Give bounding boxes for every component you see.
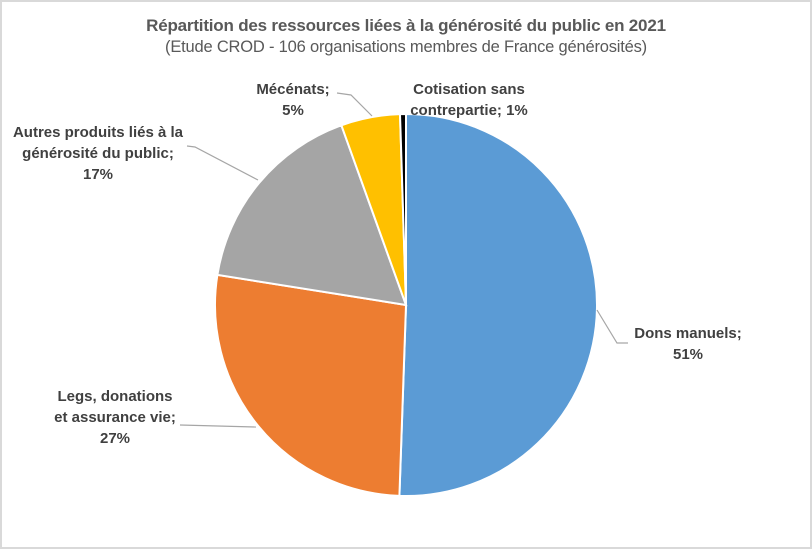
slice-cotisation (398, 112, 407, 306)
label-value: 17% (82, 166, 114, 183)
label-autres-produits: Autres produits liés à la générosité du … (8, 122, 188, 185)
label-text: générosité du public; (22, 145, 174, 162)
label-value: 5% (282, 102, 304, 119)
label-text: contrepartie; 1% (410, 102, 528, 119)
chart-subtitle: (Etude CROD - 106 organisations membres … (165, 38, 647, 56)
label-text: Autres produits liés à la (12, 124, 184, 141)
label-cotisation: Cotisation sans contrepartie; 1% (404, 79, 534, 121)
slice-legs (214, 273, 408, 497)
label-mecenats: Mécénats; 5% (248, 79, 338, 121)
leader-line-mecenats (336, 92, 373, 117)
chart-title: Répartition des ressources liées à la gé… (146, 16, 666, 35)
label-value: 27% (99, 430, 131, 447)
leader-line-dons (596, 309, 628, 344)
slice-autres-produits (216, 123, 408, 307)
label-text: Dons manuels; (634, 325, 742, 342)
leader-lines (179, 92, 628, 428)
label-text: Mécénats; (256, 81, 330, 98)
label-text: Cotisation sans (413, 81, 525, 98)
label-text: Legs, donations (57, 388, 173, 405)
leader-line-autres (186, 145, 259, 181)
label-text: et assurance vie; (54, 409, 176, 426)
leader-line-legs (179, 424, 257, 428)
slice-dons-manuels (398, 112, 598, 497)
pie-slices (214, 112, 598, 497)
label-dons-manuels: Dons manuels; 51% (628, 323, 748, 365)
label-value: 51% (672, 346, 704, 363)
label-legs: Legs, donations et assurance vie; 27% (40, 386, 190, 449)
